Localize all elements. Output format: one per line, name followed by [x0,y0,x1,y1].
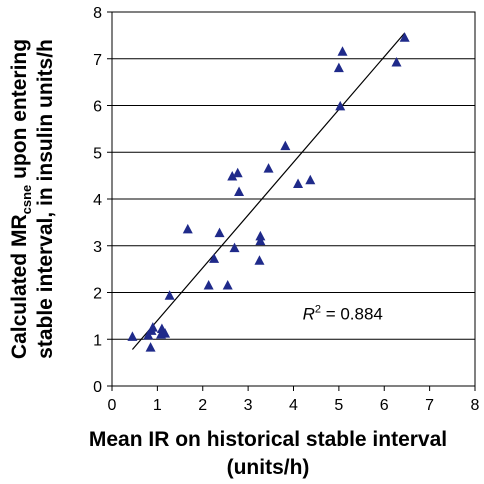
data-point-30 [399,32,410,42]
data-point-14 [222,279,233,290]
data-point-12 [209,253,220,263]
x-axis-title-line2: (units/h) [227,456,310,479]
x-tick-label-5: 5 [334,397,343,414]
data-point-23 [280,140,291,151]
y-axis-title-subscript: csne [19,185,34,215]
data-point-19 [254,255,265,265]
y-tick-label-1: 1 [93,332,102,349]
data-point-22 [263,163,274,173]
trendline [131,32,406,350]
y-tick-label-2: 2 [93,286,102,303]
y-axis-title-tail: upon entering [8,39,31,185]
y-tick-label-5: 5 [93,145,102,162]
x-tick-label-8: 8 [471,397,480,414]
data-points [127,32,410,352]
x-axis-ticks: 0 1 2 3 4 5 6 7 8 [108,386,480,414]
data-point-5 [145,342,156,352]
y-tick-label-4: 4 [93,192,102,209]
data-point-13 [214,227,225,238]
gridlines [112,58,475,340]
data-point-29 [391,56,402,67]
data-point-11 [203,279,214,290]
x-tick-label-0: 0 [108,397,117,414]
data-point-18 [234,186,245,196]
x-tick-label-1: 1 [153,397,162,414]
y-axis-ticks: 0 1 2 3 4 5 6 7 8 [93,5,112,396]
x-axis-title-line1: Mean IR on historical stable interval [89,428,447,451]
data-point-16 [229,242,240,253]
data-point-8 [160,328,171,338]
x-tick-label-6: 6 [380,397,389,414]
data-point-10 [182,223,193,234]
data-point-1 [127,331,138,341]
data-point-15 [227,171,238,181]
r-squared-value: = 0.884 [321,305,383,324]
y-axis-title-line2: stable interval, in insulin units/h [34,39,57,359]
y-tick-label-7: 7 [93,52,102,69]
r-squared-annotation: R2 = 0.884 [303,304,383,324]
data-point-4 [147,322,158,332]
y-tick-label-3: 3 [93,239,102,256]
data-point-9 [164,290,175,300]
data-point-21 [255,235,266,246]
y-tick-label-6: 6 [93,99,102,116]
r-letter: R [303,305,315,324]
x-tick-label-7: 7 [425,397,434,414]
data-point-27 [335,100,346,111]
data-point-25 [305,174,316,185]
y-tick-label-8: 8 [93,5,102,22]
data-point-24 [293,178,304,189]
data-point-26 [333,62,344,73]
x-tick-label-2: 2 [198,397,207,414]
y-tick-label-0: 0 [93,379,102,396]
y-axis-title-main: Calculated MR [8,214,31,359]
data-point-17 [232,167,243,178]
r-superscript: 2 [315,304,321,316]
x-tick-label-4: 4 [289,397,298,414]
x-tick-label-3: 3 [244,397,253,414]
data-point-28 [337,46,348,56]
y-axis-title-line1: Calculated MRcsne upon entering [8,39,34,359]
